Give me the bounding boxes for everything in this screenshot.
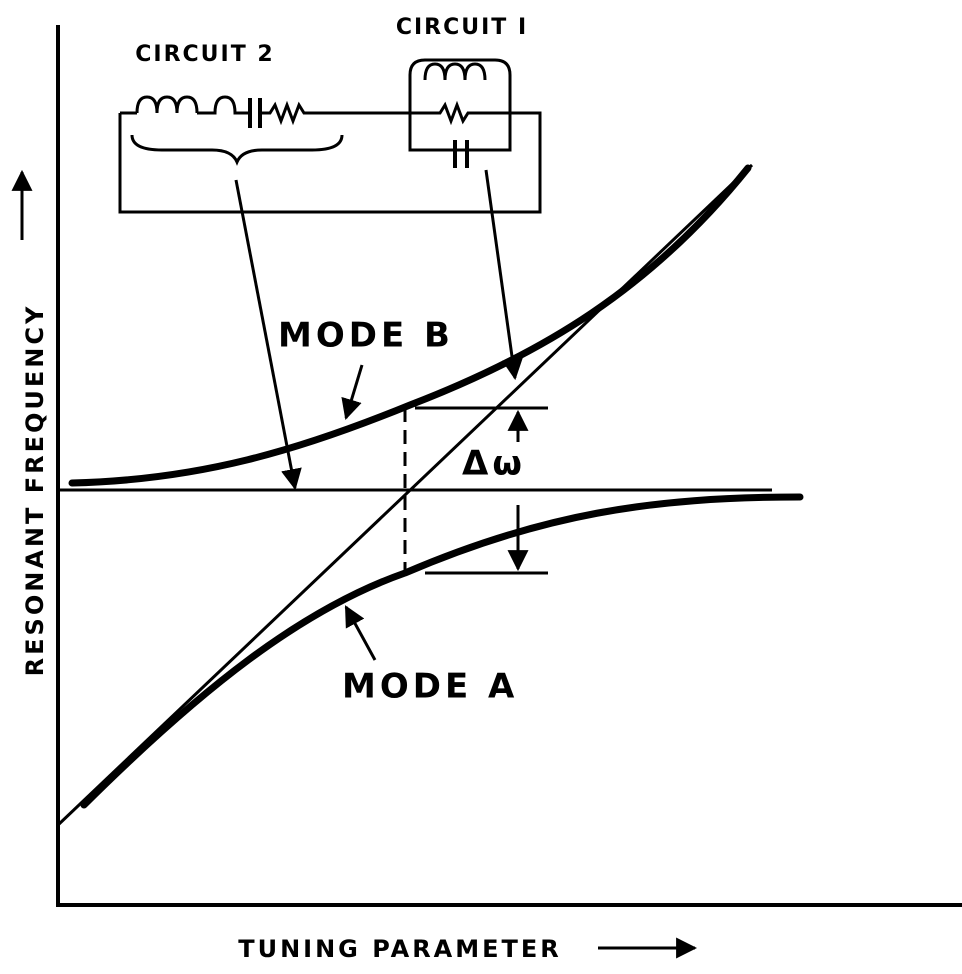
uncoupled-lines: [56, 163, 772, 827]
mode-a-label: MODE A: [342, 667, 518, 707]
circuit: CIRCUIT 2 CIRCUIT I: [118, 15, 542, 491]
axes: [56, 25, 962, 907]
x-axis-label: TUNING PARAMETER: [238, 935, 562, 963]
mode-a-arrow: [344, 605, 377, 661]
circuit-2-label: CIRCUIT 2: [135, 42, 274, 67]
mode-b-curve: [68, 164, 752, 487]
delta-marks: [415, 406, 548, 575]
circuit-1-label: CIRCUIT I: [396, 15, 528, 40]
delta-label: Δω: [462, 444, 526, 484]
mode-a-curve: [80, 493, 804, 809]
mode-b-arrow: [341, 364, 364, 421]
y-axis-label: RESONANT FREQUENCY: [21, 304, 49, 677]
mode-b-label: MODE B: [278, 316, 454, 356]
